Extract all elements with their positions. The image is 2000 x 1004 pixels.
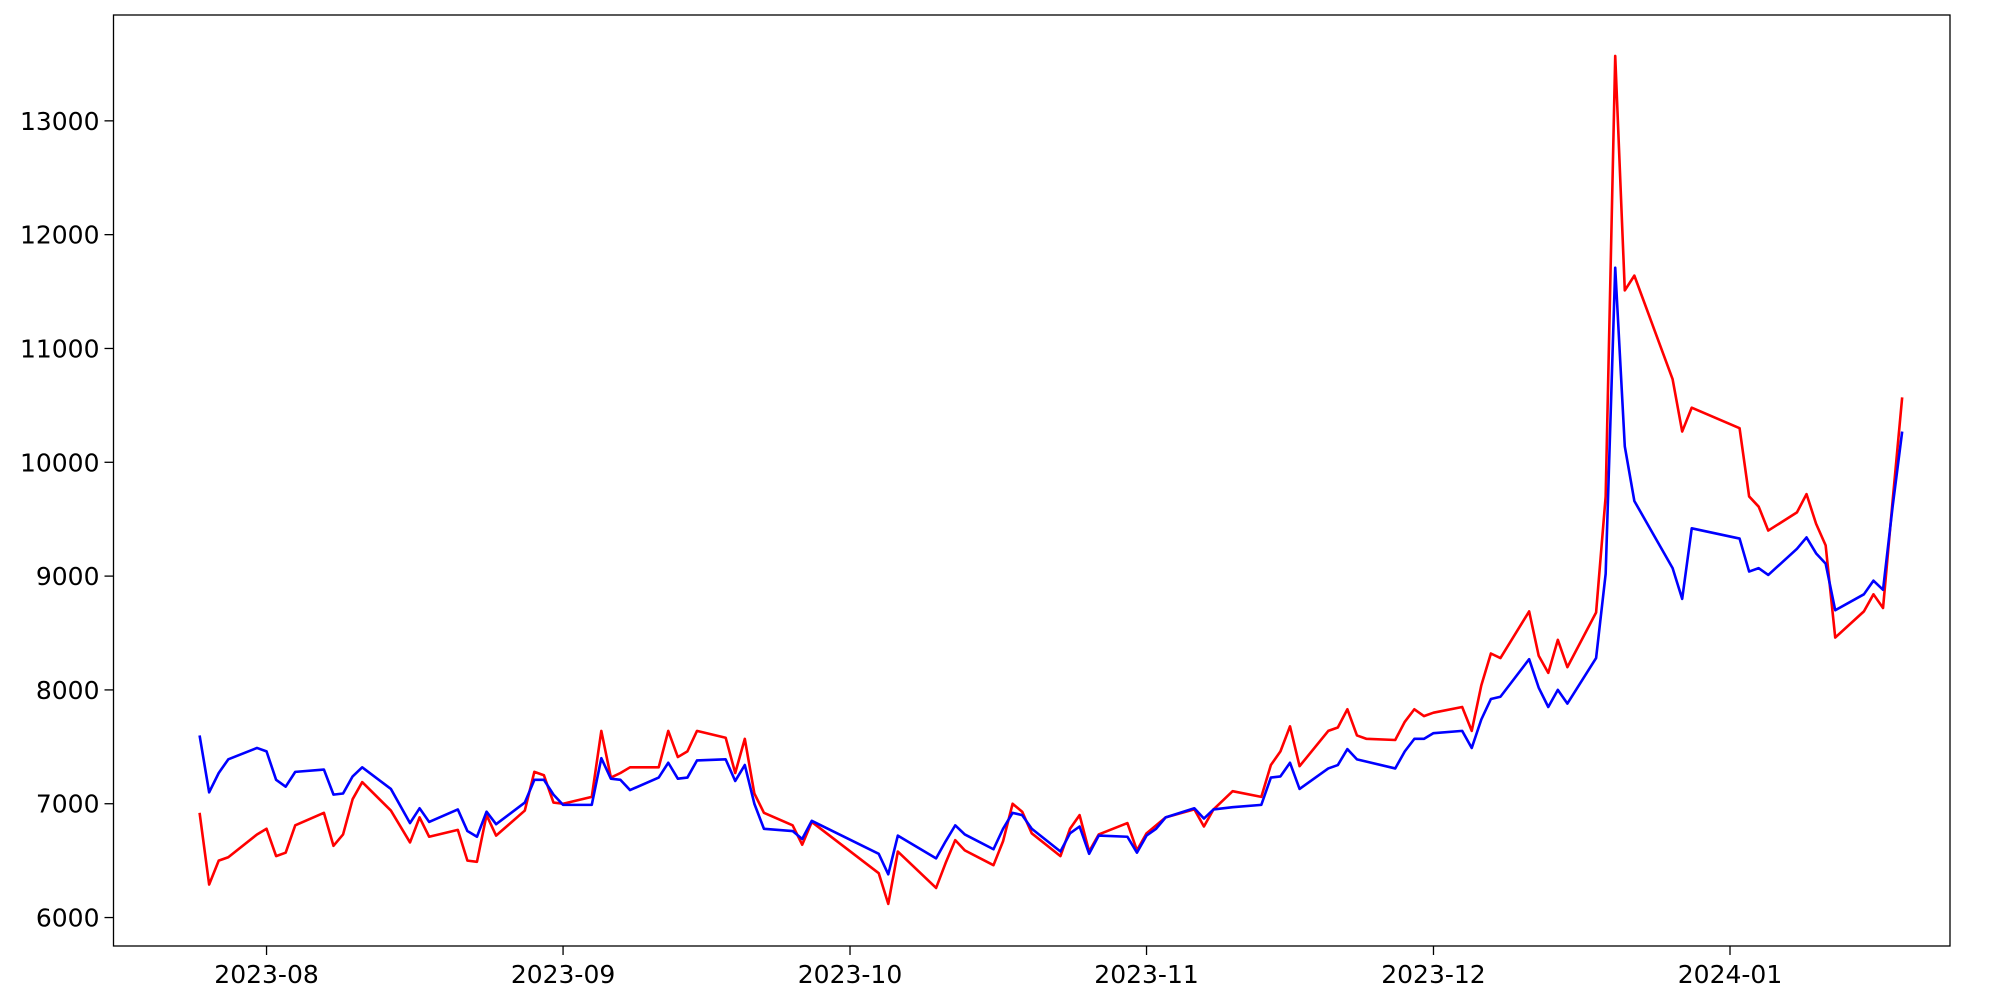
x-tick-label: 2023-11 xyxy=(1094,960,1198,989)
y-tick-label: 13000 xyxy=(20,107,100,136)
y-tick-label: 12000 xyxy=(20,221,100,250)
y-tick-label: 6000 xyxy=(36,904,100,933)
x-tick-label: 2023-08 xyxy=(214,960,318,989)
y-tick-label: 11000 xyxy=(20,334,100,363)
plot-frame xyxy=(112,14,1951,947)
y-tick-label: 9000 xyxy=(36,562,100,591)
data-line xyxy=(198,54,1904,906)
x-tick-label: 2024-01 xyxy=(1678,960,1782,989)
y-tick-label: 7000 xyxy=(36,790,100,819)
data-line xyxy=(198,266,1904,876)
y-tick-label: 8000 xyxy=(36,676,100,705)
x-tick-label: 2023-10 xyxy=(798,960,902,989)
y-tick-label: 10000 xyxy=(20,448,100,477)
x-tick-label: 2023-12 xyxy=(1381,960,1485,989)
x-tick-label: 2023-09 xyxy=(511,960,615,989)
